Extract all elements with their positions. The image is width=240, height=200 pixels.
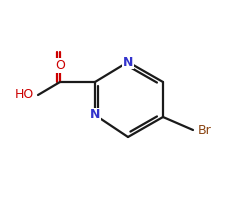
Text: O: O [55,59,65,72]
Text: N: N [123,55,133,68]
Text: Br: Br [198,123,212,136]
Text: HO: HO [15,88,34,102]
Text: N: N [90,108,100,121]
